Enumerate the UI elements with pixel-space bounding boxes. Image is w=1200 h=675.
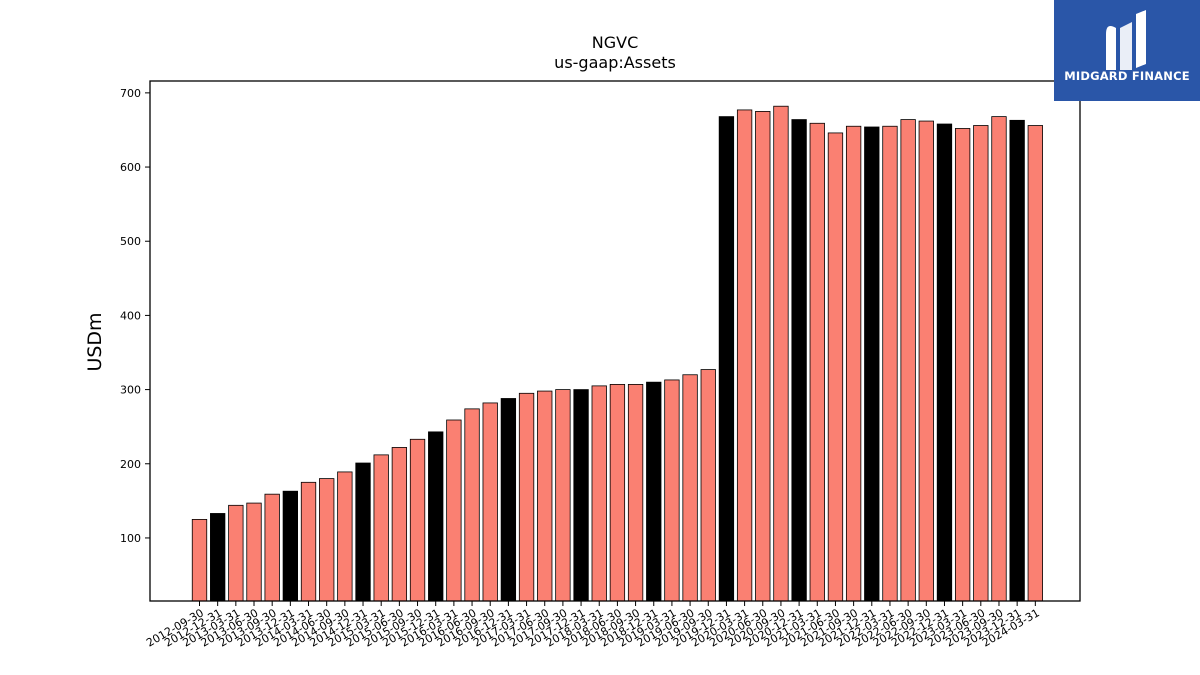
bar-2023-06-30 [973, 125, 989, 602]
y-tick-label: 400 [120, 309, 141, 322]
bar-2022-12-31 [936, 123, 953, 602]
bar-2015-09-30 [409, 438, 426, 602]
chart-title: NGVC [592, 33, 638, 52]
bar-2018-09-30 [627, 383, 644, 602]
bar-2014-09-30 [337, 471, 353, 602]
bar-2014-03-31 [300, 481, 317, 602]
bar-2019-12-31 [718, 116, 735, 602]
midgard-logo-icon [1106, 10, 1146, 70]
bar-2012-12-31 [210, 513, 226, 602]
bar-2016-03-31 [446, 419, 462, 602]
y-tick-label: 700 [120, 87, 141, 100]
y-tick-label: 300 [120, 384, 141, 397]
bar-2013-09-30 [264, 493, 280, 602]
bar-2016-12-31 [500, 398, 517, 602]
bars-group [191, 105, 1043, 602]
bar-2015-06-30 [391, 447, 408, 602]
bar-2019-06-30 [682, 374, 698, 602]
bar-2015-12-31 [428, 431, 444, 602]
brand-name: MIDGARD FINANCE [1064, 69, 1190, 83]
bar-2023-09-30 [991, 116, 1007, 602]
bar-2014-12-31 [355, 462, 371, 602]
x-axis-ticks: 2012-09-302012-12-312013-03-312013-06-30… [144, 601, 1042, 650]
bar-2022-03-31 [882, 125, 898, 602]
bar-2013-06-30 [246, 502, 262, 602]
bar-2017-03-31 [518, 392, 535, 602]
bar-2013-03-31 [228, 504, 244, 602]
brand-logo: MIDGARD FINANCE [1054, 0, 1200, 101]
bar-2012-09-30 [191, 519, 208, 602]
bar-2019-03-31 [664, 379, 680, 602]
bar-2020-03-31 [736, 109, 753, 602]
y-tick-label: 600 [120, 161, 141, 174]
bar-2017-12-31 [573, 389, 589, 602]
bar-2018-03-31 [591, 385, 607, 602]
y-tick-label: 100 [120, 532, 141, 545]
bar-2022-06-30 [900, 119, 916, 602]
bar-2020-12-31 [791, 119, 807, 602]
bar-2013-12-31 [282, 490, 299, 602]
bar-2017-06-30 [537, 390, 553, 602]
bar-2018-06-30 [609, 383, 626, 602]
bar-2018-12-31 [646, 381, 662, 602]
bar-2021-12-31 [864, 126, 880, 602]
y-tick-label: 200 [120, 458, 141, 471]
bar-2020-09-30 [773, 105, 789, 602]
y-axis-ticks: 100 200 300 400 500 600 700 [120, 87, 150, 545]
bar-2021-09-30 [845, 125, 862, 602]
bar-2014-06-30 [319, 478, 335, 602]
bar-2016-06-30 [464, 408, 480, 602]
bar-2023-12-31 [1009, 119, 1025, 602]
bar-2022-09-30 [918, 120, 934, 602]
bar-2021-06-30 [827, 132, 844, 602]
plot-frame [149, 80, 1081, 602]
bar-2017-09-30 [555, 389, 571, 602]
bar-2020-06-30 [755, 111, 771, 602]
y-tick-label: 500 [120, 235, 141, 248]
bar-2019-09-30 [700, 369, 716, 602]
bar-2024-03-31 [1027, 125, 1043, 602]
bar-2015-03-31 [373, 454, 389, 602]
chart-subtitle: us-gaap:Assets [554, 53, 676, 72]
bar-2023-03-31 [954, 128, 971, 602]
y-axis-label: USDm [84, 312, 106, 371]
bar-2016-09-30 [482, 402, 498, 602]
bar-2021-03-31 [809, 122, 825, 602]
